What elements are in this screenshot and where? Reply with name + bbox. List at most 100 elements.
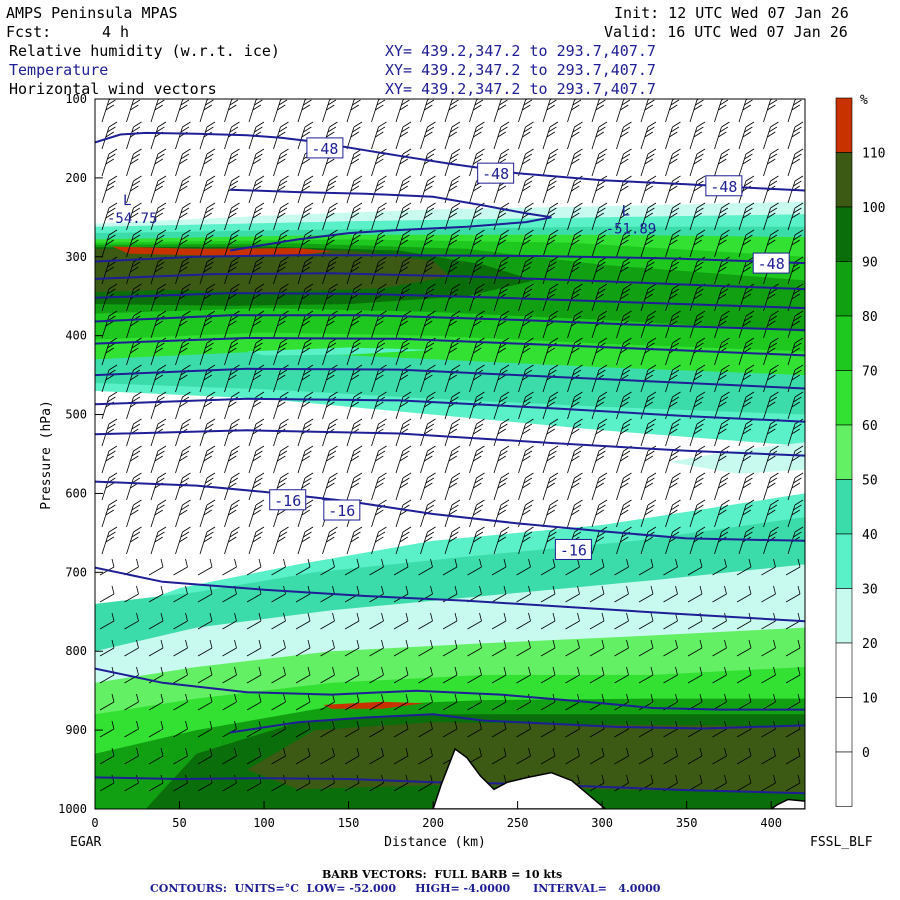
wind-barb-691 — [738, 499, 755, 528]
wind-barb-224 — [297, 526, 314, 555]
wind-barb-45 — [124, 612, 139, 630]
wind-barb-655 — [714, 229, 730, 258]
colorbar-label: 70 — [862, 365, 878, 380]
wind-barb-430 — [493, 472, 510, 501]
wind-barb-600 — [665, 148, 681, 177]
wind-barb-590 — [638, 585, 654, 603]
wind-barb-515 — [565, 666, 580, 684]
wind-barb-535 — [591, 499, 608, 528]
isotherm-label-text: -16 — [274, 492, 301, 510]
wind-barb-722 — [761, 639, 776, 657]
wind-barb-135 — [224, 229, 240, 258]
wind-barb-435 — [491, 612, 507, 630]
colorbar-swatch-6 — [835, 424, 853, 480]
wind-barb-107 — [199, 175, 216, 204]
wind-barb-573 — [640, 121, 657, 150]
colorbar-unit: % — [860, 93, 868, 108]
isotherm-10 — [95, 480, 805, 542]
wind-barb-315 — [395, 175, 412, 204]
y-tick-label: 300 — [65, 250, 87, 264]
wind-barb-616 — [663, 585, 678, 603]
wind-barb-755 — [813, 122, 828, 149]
field-temp-name: Temperature — [9, 61, 109, 79]
wind-barb-767 — [813, 446, 828, 473]
wind-barb-273 — [346, 445, 363, 474]
colorbar-swatch-5 — [835, 370, 853, 426]
wind-barb-120 — [199, 526, 216, 555]
wind-barb-553 — [616, 283, 632, 312]
wind-barb-447 — [518, 229, 534, 258]
wind-barb-5 — [101, 229, 118, 258]
wind-barb-684 — [738, 310, 755, 339]
wind-barb-195 — [273, 445, 289, 474]
wind-barb-636 — [689, 418, 706, 447]
wind-barb-398 — [469, 310, 485, 339]
wind-barb-122 — [197, 585, 213, 603]
wind-barb-775 — [811, 667, 825, 683]
wind-barb-160 — [248, 202, 265, 231]
wind-barb-566 — [614, 639, 629, 657]
wind-barb-370 — [444, 256, 461, 285]
wind-barb-773 — [811, 613, 825, 629]
wind-barb-102 — [173, 747, 188, 765]
wind-barb-532 — [591, 418, 608, 447]
wind-barb-696 — [736, 639, 752, 657]
isotherm-2 — [95, 254, 805, 265]
wind-barb-173 — [246, 558, 262, 576]
wind-barb-38 — [126, 418, 142, 447]
y-tick-label: 700 — [65, 565, 87, 579]
wind-barb-436 — [491, 639, 507, 657]
wind-barb-95 — [173, 558, 188, 576]
wind-barb-768 — [813, 473, 828, 500]
wind-barb-171 — [248, 499, 265, 528]
wind-barb-713 — [763, 391, 779, 420]
colorbar-swatch-0 — [835, 97, 853, 153]
colorbar-label: 60 — [862, 419, 878, 434]
wind-barb-101 — [173, 720, 188, 738]
wind-barb-764 — [813, 365, 828, 392]
wind-barb-652 — [714, 148, 730, 177]
wind-barb-299 — [371, 445, 387, 474]
wind-barb-421 — [493, 229, 510, 258]
isotherm-label: -16 — [269, 489, 307, 511]
wind-barb-344 — [420, 256, 436, 285]
wind-barb-225 — [295, 558, 311, 576]
low-value: -51.89 — [606, 221, 657, 237]
isotherm-4 — [95, 292, 805, 310]
wind-barb-397 — [469, 283, 485, 312]
wind-barb-736 — [787, 310, 804, 339]
wind-barb-128 — [197, 747, 213, 765]
wind-barb-176 — [246, 639, 262, 657]
wind-barb-720 — [761, 585, 776, 603]
wind-barb-739 — [787, 391, 804, 420]
wind-barb-121 — [197, 558, 213, 576]
wind-barb-458 — [518, 526, 534, 555]
x-tick-label: 400 — [760, 816, 782, 830]
wind-barb-392 — [469, 148, 485, 177]
wind-barb-106 — [199, 148, 216, 177]
wind-barb-406 — [469, 526, 485, 555]
wind-barb-71 — [148, 612, 164, 630]
wind-barb-505 — [567, 391, 583, 420]
wind-barb-133 — [224, 175, 240, 204]
isotherm-label: -16 — [323, 499, 361, 521]
wind-barb-158 — [248, 148, 265, 177]
isotherm-3 — [95, 272, 805, 291]
wind-barb-412 — [467, 693, 482, 711]
wind-barb-335 — [393, 720, 409, 738]
wind-barb-80 — [175, 148, 191, 177]
wind-barb-114 — [199, 364, 216, 393]
wind-barb-492 — [540, 747, 556, 765]
field-rh-name: Relative humidity (w.r.t. ice) — [9, 42, 280, 60]
wind-barb-488 — [540, 639, 556, 657]
wind-barb-524 — [591, 202, 608, 231]
wind-barb-612 — [665, 472, 681, 501]
wind-barb-280 — [344, 639, 360, 657]
isotherm-0 — [95, 131, 805, 192]
colorbar-swatch-2 — [835, 206, 853, 262]
colorbar-swatch-10 — [835, 642, 853, 698]
wind-barb-365 — [444, 121, 461, 150]
isotherm-label: -48 — [705, 175, 743, 197]
wind-barb-376 — [444, 418, 461, 447]
